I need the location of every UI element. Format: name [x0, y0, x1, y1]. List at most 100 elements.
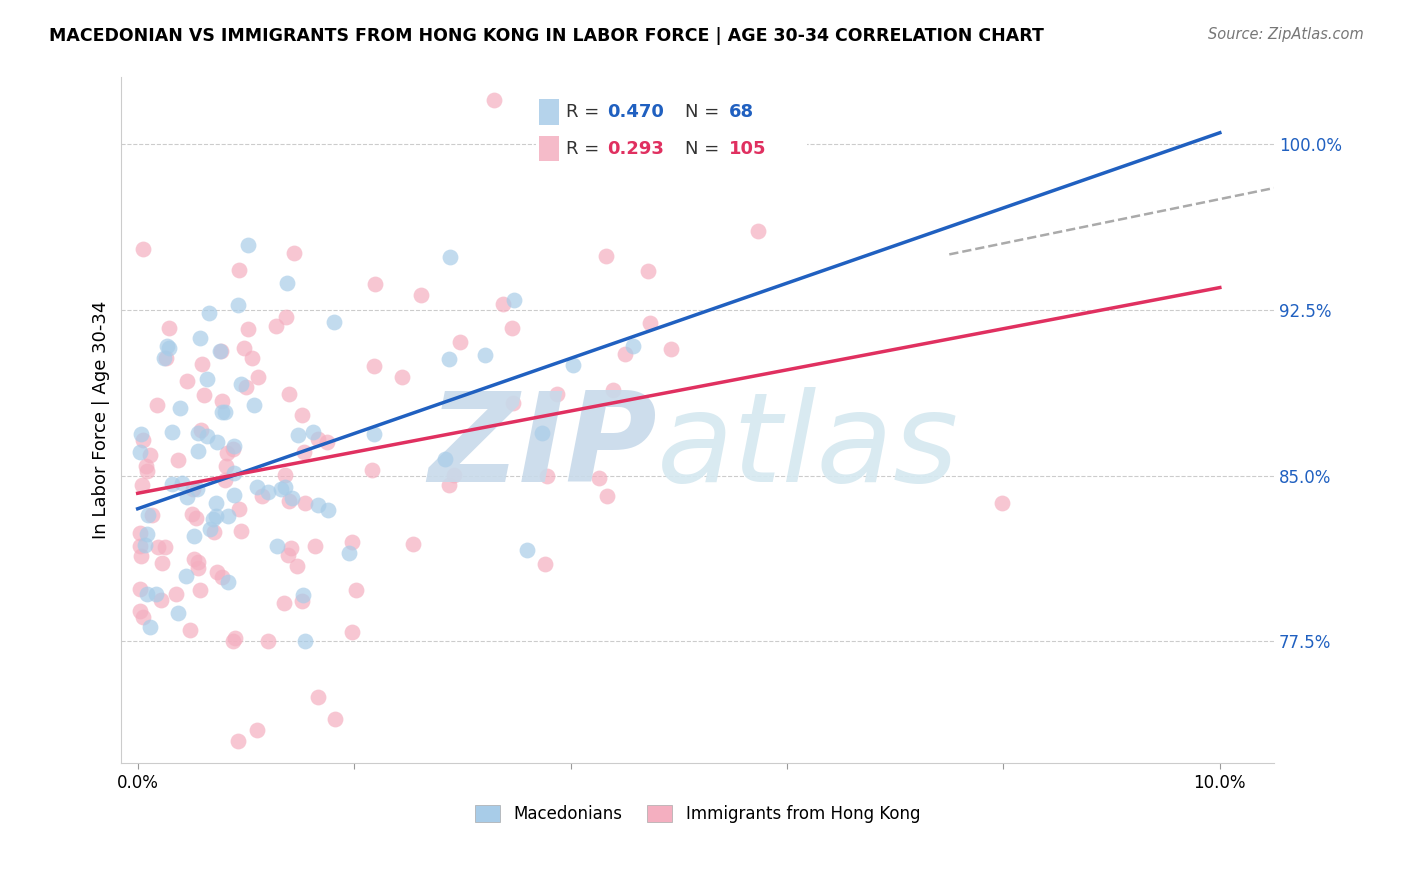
- Point: [264, 319, 287, 334]
- Point: [202, 525, 225, 540]
- Point: [205, 565, 228, 579]
- Point: [363, 359, 385, 373]
- Point: [214, 405, 236, 419]
- Point: [536, 468, 558, 483]
- Point: [167, 607, 190, 621]
- Point: [638, 316, 661, 330]
- Point: [184, 511, 207, 525]
- Point: [307, 498, 329, 512]
- Point: [285, 558, 308, 573]
- Point: [222, 442, 245, 456]
- Point: [501, 321, 523, 335]
- Point: [266, 540, 288, 554]
- Point: [277, 493, 299, 508]
- Point: [228, 263, 250, 277]
- Point: [190, 423, 212, 437]
- Point: [588, 471, 610, 485]
- Point: [136, 508, 159, 522]
- Point: [273, 596, 295, 610]
- Point: [176, 374, 198, 388]
- Point: [502, 396, 524, 410]
- Point: [561, 358, 583, 372]
- Point: [409, 288, 432, 302]
- Point: [129, 526, 152, 541]
- Point: [614, 347, 637, 361]
- Point: [222, 488, 245, 502]
- Point: [211, 405, 233, 419]
- Point: [229, 524, 252, 538]
- Point: [621, 339, 644, 353]
- Point: [280, 541, 302, 556]
- Point: [134, 538, 156, 552]
- Point: [291, 588, 314, 602]
- Point: [217, 446, 239, 460]
- Text: ZIP: ZIP: [429, 387, 658, 508]
- Point: [145, 587, 167, 601]
- Point: [195, 372, 218, 386]
- Legend: Macedonians, Immigrants from Hong Kong: Macedonians, Immigrants from Hong Kong: [475, 805, 921, 823]
- Point: [246, 370, 269, 384]
- Point: [150, 557, 173, 571]
- Point: [292, 445, 315, 459]
- Point: [270, 482, 292, 496]
- Point: [136, 587, 159, 601]
- Point: [482, 93, 505, 107]
- Point: [250, 489, 273, 503]
- Point: [530, 425, 553, 440]
- Point: [132, 610, 155, 624]
- Point: [188, 583, 211, 598]
- Point: [276, 310, 298, 324]
- Point: [139, 620, 162, 634]
- Point: [226, 298, 249, 312]
- Point: [637, 264, 659, 278]
- Point: [201, 512, 224, 526]
- Point: [283, 246, 305, 260]
- Point: [129, 549, 152, 564]
- Point: [224, 631, 246, 645]
- Point: [307, 690, 329, 704]
- Point: [449, 334, 471, 349]
- Point: [222, 438, 245, 452]
- Point: [516, 543, 538, 558]
- Point: [337, 546, 360, 560]
- Point: [187, 556, 209, 570]
- Point: [316, 435, 339, 450]
- Point: [207, 435, 229, 450]
- Point: [187, 443, 209, 458]
- Point: [174, 569, 197, 583]
- Point: [135, 526, 157, 541]
- Point: [344, 583, 367, 598]
- Point: [169, 401, 191, 415]
- Y-axis label: In Labor Force | Age 30-34: In Labor Force | Age 30-34: [93, 301, 110, 540]
- Point: [135, 464, 157, 478]
- Point: [139, 448, 162, 462]
- Point: [193, 388, 215, 402]
- Point: [198, 306, 221, 320]
- Point: [191, 357, 214, 371]
- Point: [281, 491, 304, 505]
- Point: [208, 344, 231, 359]
- Point: [240, 351, 263, 366]
- Point: [363, 427, 385, 442]
- Point: [157, 341, 180, 355]
- Point: [215, 459, 238, 474]
- Point: [141, 508, 163, 522]
- Point: [128, 604, 150, 618]
- Point: [217, 574, 239, 589]
- Point: [152, 351, 174, 365]
- Point: [437, 352, 460, 367]
- Point: [132, 433, 155, 447]
- Point: [226, 734, 249, 748]
- Point: [162, 476, 184, 491]
- Point: [274, 480, 297, 494]
- Point: [534, 557, 557, 571]
- Point: [135, 459, 157, 474]
- Point: [229, 376, 252, 391]
- Text: Source: ZipAtlas.com: Source: ZipAtlas.com: [1208, 27, 1364, 42]
- Point: [246, 479, 269, 493]
- Point: [294, 633, 316, 648]
- Point: [277, 548, 299, 562]
- Point: [294, 495, 316, 509]
- Point: [291, 408, 314, 422]
- Point: [195, 429, 218, 443]
